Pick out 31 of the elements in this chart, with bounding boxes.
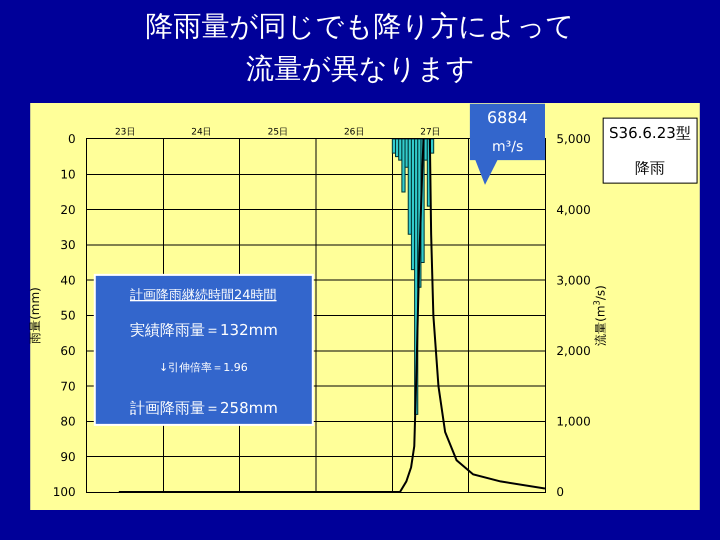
y2-tick-label: 2,000 [556,344,591,358]
y-tick-label: 0 [68,132,76,146]
y-tick-label: 60 [60,344,76,358]
text: 降雨 [635,159,665,177]
text: S36.6.23型 [609,124,691,142]
x-tick-label: 23日 [114,127,136,138]
y-tick-label: 40 [60,273,76,288]
y-axis-title: 雨量(mm) [28,287,42,344]
chart-subtitle: 流量が異なります [246,52,475,85]
chart-title: 降雨量が同じでも降り方によって [146,10,574,43]
annotation: 計画降雨量＝258mm [130,399,278,417]
y-tick-label: 80 [60,414,76,429]
annotation: 計画降雨継続時間24時間 [130,288,277,303]
y-tick-label: 100 [52,485,76,500]
y2-tick-label: 1,000 [556,414,591,429]
y2-tick-label: 0 [556,485,564,500]
y-tick-label: 50 [60,308,76,323]
y-tick-label: 70 [60,379,76,394]
annotation: ↓引伸倍率＝1.96 [159,361,248,374]
x-tick-label: 26日 [344,127,364,138]
y-tick-label: 90 [60,450,76,464]
y-tick-label: 10 [60,168,76,182]
y2-tick-label: 5,000 [556,132,591,146]
y-tick-label: 30 [60,238,76,252]
x-tick-label: 27日 [420,127,441,138]
annotation: 実績降雨量＝132mm [130,321,278,339]
y2-tick-label: 4,000 [556,202,591,217]
x-tick-label: 24日 [191,127,212,138]
y2-tick-label: 3,000 [556,273,591,288]
y-tick-label: 20 [60,202,76,217]
x-tick-label: 25日 [268,127,288,138]
